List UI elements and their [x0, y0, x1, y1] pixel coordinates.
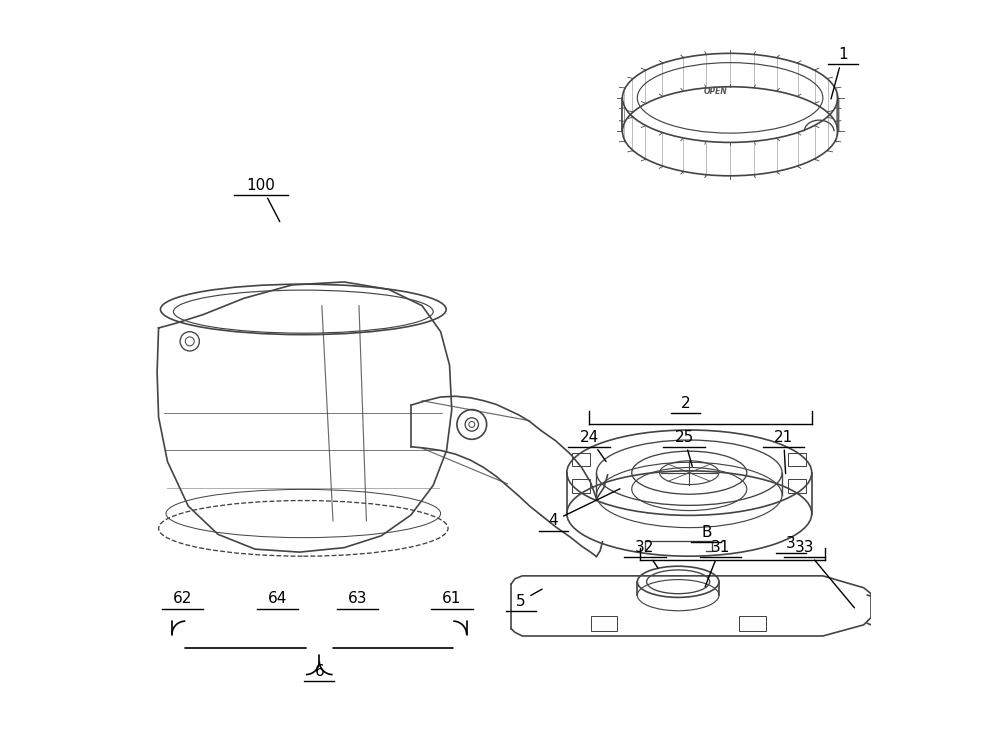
- Text: 31: 31: [705, 540, 730, 586]
- Text: 62: 62: [173, 592, 192, 606]
- Bar: [572, 479, 590, 492]
- Bar: [591, 616, 617, 631]
- Text: 2: 2: [681, 396, 690, 411]
- Text: 3: 3: [786, 536, 796, 551]
- Text: 32: 32: [635, 540, 658, 568]
- Text: 25: 25: [674, 430, 694, 466]
- Text: 5: 5: [516, 589, 542, 609]
- Text: 21: 21: [774, 430, 793, 474]
- Text: 1: 1: [831, 48, 848, 99]
- Bar: [739, 616, 766, 631]
- Bar: [788, 479, 806, 492]
- Text: B: B: [701, 524, 712, 539]
- Bar: [788, 453, 806, 466]
- Text: 100: 100: [247, 178, 280, 221]
- Bar: [572, 453, 590, 466]
- Text: 33: 33: [795, 540, 854, 608]
- Text: 61: 61: [442, 592, 461, 606]
- Text: 63: 63: [348, 592, 367, 606]
- Text: 24: 24: [579, 430, 606, 461]
- Text: OPEN: OPEN: [703, 87, 727, 96]
- Text: 64: 64: [268, 592, 287, 606]
- Text: 4: 4: [549, 489, 620, 528]
- Text: 6: 6: [314, 664, 324, 679]
